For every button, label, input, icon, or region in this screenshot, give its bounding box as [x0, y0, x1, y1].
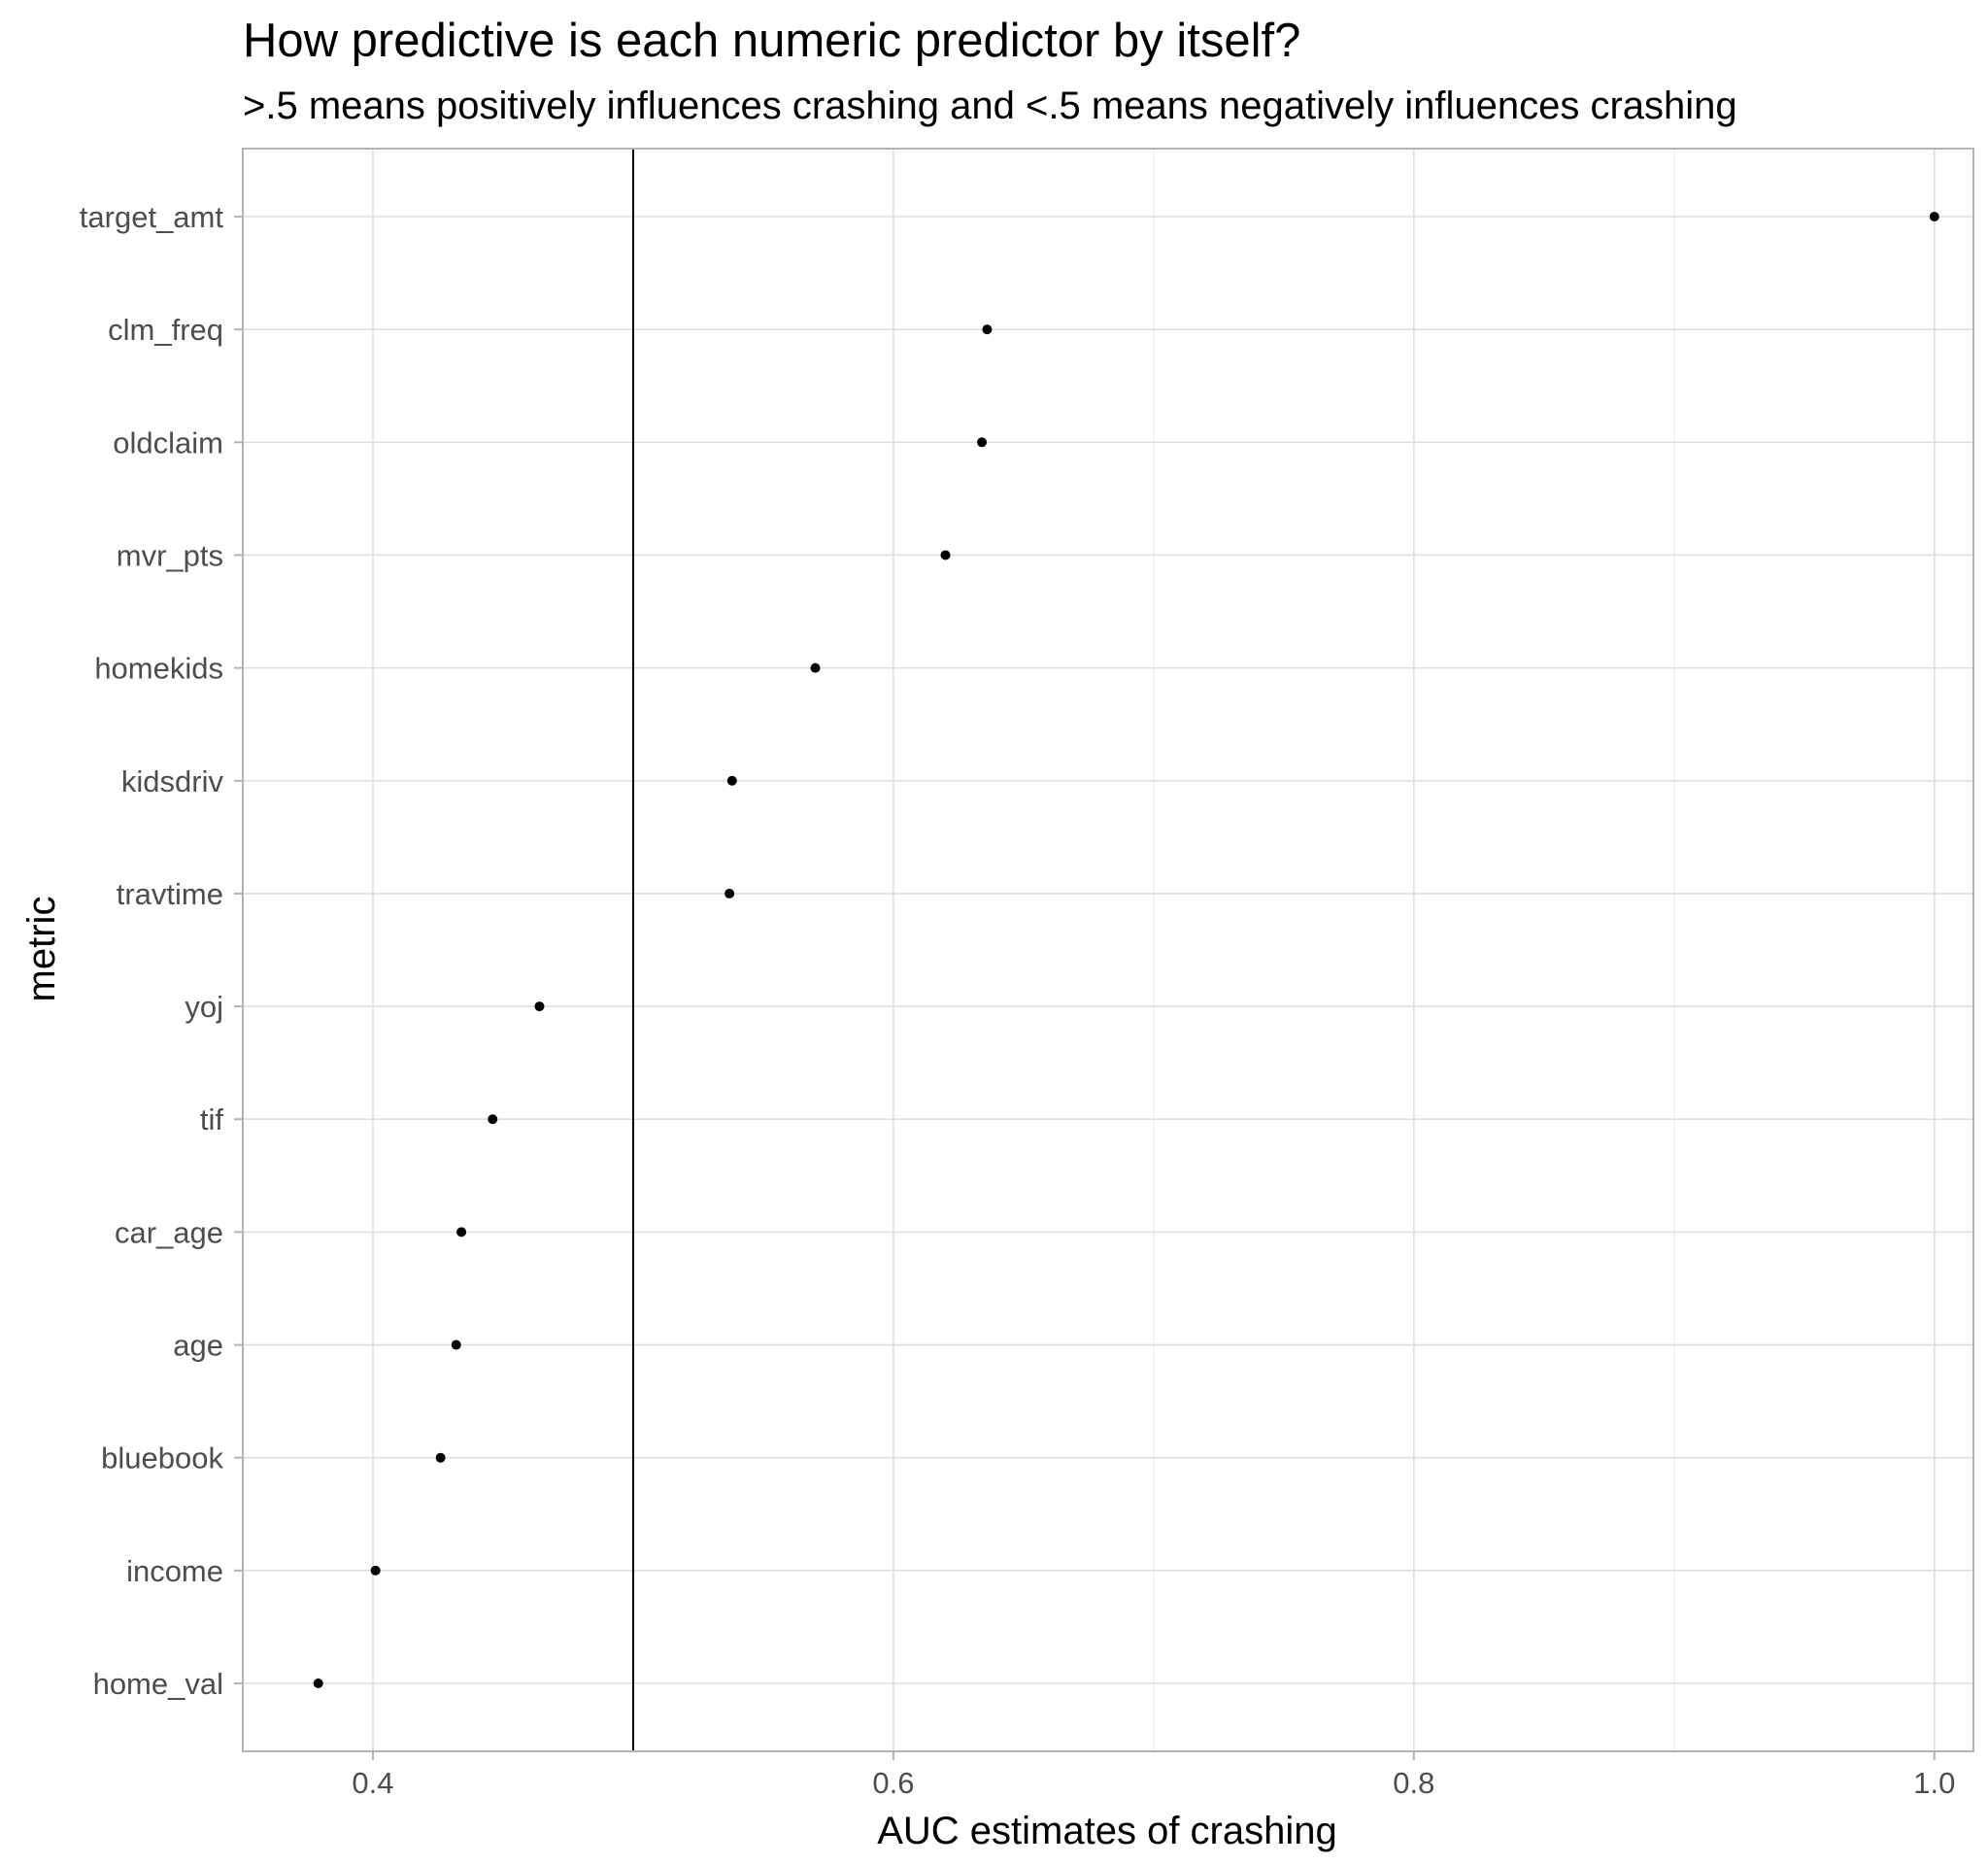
y-tick-label-travtime: travtime	[117, 877, 223, 911]
y-tick-label-bluebook: bluebook	[101, 1441, 223, 1475]
x-tick-label: 0.6	[872, 1766, 914, 1800]
data-point-kidsdriv	[726, 775, 737, 786]
data-point-bluebook	[435, 1452, 446, 1463]
y-tick-label-car_age: car_age	[115, 1215, 223, 1249]
chart-title: How predictive is each numeric predictor…	[243, 15, 1300, 67]
x-axis-ticks: 0.4 0.6 0.8 1.0	[352, 1751, 1955, 1800]
data-points	[313, 212, 1939, 1688]
plot-panel	[242, 148, 1974, 1752]
y-tick-label-age: age	[173, 1329, 223, 1363]
y-tick-label-oldclaim: oldclaim	[113, 425, 223, 459]
chart-subtitle: >.5 means positively influences crashing…	[243, 85, 1737, 127]
data-point-oldclaim	[977, 437, 988, 448]
y-axis-ticks: target_amt clm_freq oldclaim mvr_ptshomekid…	[80, 200, 243, 1701]
x-axis-title: AUC estimates of crashing	[877, 1810, 1337, 1852]
x-tick-label: 0.4	[352, 1766, 393, 1800]
minor-gridlines	[632, 149, 1675, 1751]
data-point-home_val	[313, 1678, 323, 1688]
y-tick-label-tif: tif	[200, 1102, 224, 1136]
data-point-income	[370, 1565, 381, 1576]
data-point-tif	[488, 1114, 498, 1125]
y-tick-label-clm_freq: clm_freq	[108, 313, 223, 347]
y-tick-label-home_val: home_val	[93, 1667, 223, 1701]
data-point-homekids	[810, 662, 821, 673]
y-tick-label-mvr_pts: mvr_pts	[117, 538, 223, 572]
data-point-age	[451, 1339, 461, 1350]
y-tick-label-homekids: homekids	[94, 652, 223, 686]
y-tick-label-income: income	[126, 1554, 223, 1588]
major-gridlines	[243, 149, 1973, 1751]
data-point-mvr_pts	[940, 550, 951, 560]
y-tick-label-kidsdriv: kidsdriv	[121, 764, 224, 798]
x-tick-label: 1.0	[1913, 1766, 1955, 1800]
x-tick-label: 0.8	[1393, 1766, 1434, 1800]
data-point-target_amt	[1929, 212, 1939, 221]
y-tick-label-target_amt: target_amt	[80, 200, 224, 234]
y-tick-label-yoj: yoj	[185, 990, 223, 1024]
y-axis-title: metric	[20, 897, 63, 1002]
data-point-travtime	[724, 888, 735, 899]
data-point-clm_freq	[982, 324, 993, 335]
data-point-yoj	[534, 1001, 545, 1012]
data-point-car_age	[456, 1227, 467, 1238]
